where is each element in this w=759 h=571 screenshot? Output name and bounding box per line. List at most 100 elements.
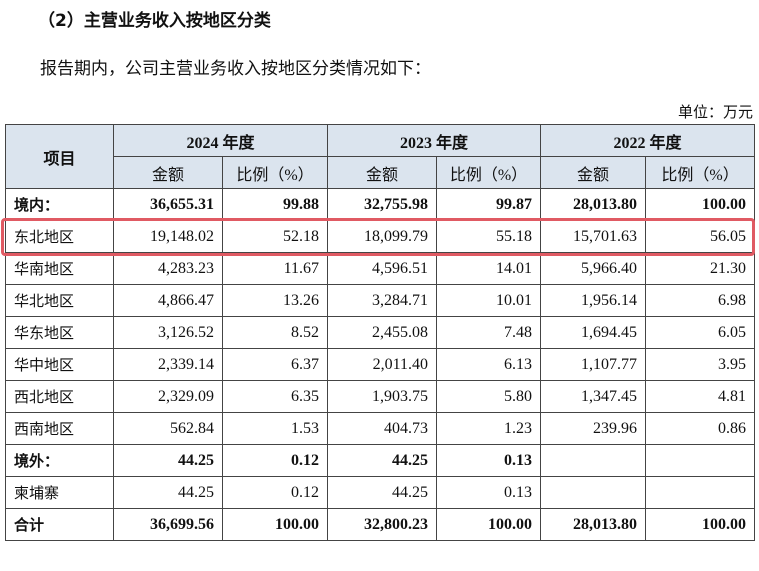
table-row: 东北地区 19,148.02 52.18 18,099.79 55.18 15,701.6…	[5, 220, 756, 253]
subheader-cell: 金额	[540, 156, 647, 189]
table-cell: 100.00	[645, 188, 756, 221]
table-cell: 55.18	[436, 220, 542, 253]
table-cell: 8.52	[221, 316, 329, 349]
table-cell: 6.13	[436, 348, 542, 381]
table-cell: 100.00	[645, 508, 756, 541]
unit-note: 单位：万元	[677, 103, 753, 121]
table-cell: 西北地区	[5, 380, 114, 413]
table-cell: 境内：	[5, 188, 114, 221]
table-cell: 1,956.14	[540, 284, 647, 317]
table-cell: 6.05	[645, 316, 756, 349]
table-cell: 99.88	[221, 188, 329, 221]
table-cell: 2,339.14	[113, 348, 223, 381]
table-cell: 6.37	[221, 348, 329, 381]
table-cell: 合计	[5, 508, 114, 541]
table-cell: 44.25	[113, 476, 223, 509]
table-cell: 4,866.47	[113, 284, 223, 317]
table-cell: 6.98	[645, 284, 756, 317]
table-cell: 华南地区	[5, 252, 114, 285]
table-cell: 2,329.09	[113, 380, 223, 413]
table-row: 境外： 44.25 0.12 44.25 0.13	[5, 444, 756, 477]
table-row: 华中地区 2,339.14 6.37 2,011.40 6.13 1,107.77 3.95	[5, 348, 756, 381]
subheader-cell: 比例（%）	[645, 156, 756, 189]
table-cell: 36,655.31	[113, 188, 223, 221]
table-cell: 东北地区	[5, 220, 114, 253]
table-cell: 4,596.51	[327, 252, 438, 285]
table-cell: 0.12	[221, 444, 329, 477]
table-cell	[645, 476, 756, 509]
table-cell: 18,099.79	[327, 220, 438, 253]
subheader-cell: 比例（%）	[221, 156, 329, 189]
table-cell: 华北地区	[5, 284, 114, 317]
table-cell: 32,800.23	[327, 508, 438, 541]
table-cell: 3,284.71	[327, 284, 438, 317]
table-cell: 99.87	[436, 188, 542, 221]
table-cell: 100.00	[436, 508, 542, 541]
table-cell: 21.30	[645, 252, 756, 285]
table-cell: 5,966.40	[540, 252, 647, 285]
table-cell: 0.13	[436, 476, 542, 509]
table-cell: 14.01	[436, 252, 542, 285]
header-cell: 2024 年度	[112, 124, 329, 157]
table-cell: 7.48	[436, 316, 542, 349]
table-row: 境内： 36,655.31 99.88 32,755.98 99.87 28,013.80…	[5, 188, 756, 221]
table-cell: 52.18	[221, 220, 329, 253]
table-cell: 239.96	[540, 412, 647, 445]
table-cell: 404.73	[327, 412, 438, 445]
table-row: 合计 36,699.56 100.00 32,800.23 100.00 28,013.8…	[5, 508, 756, 541]
table-cell: 19,148.02	[113, 220, 223, 253]
table-cell: 100.00	[221, 508, 329, 541]
table-cell: 13.26	[221, 284, 329, 317]
table-cell: 44.25	[113, 444, 223, 477]
table-cell: 36,699.56	[113, 508, 223, 541]
table-cell: 1.53	[221, 412, 329, 445]
table-cell: 1,107.77	[540, 348, 647, 381]
table-cell: 1,694.45	[540, 316, 647, 349]
table-cell: 15,701.63	[540, 220, 647, 253]
table-row: 华北地区 4,866.47 13.26 3,284.71 10.01 1,956.14 6.…	[5, 284, 756, 317]
table-cell: 2,011.40	[327, 348, 438, 381]
table-cell: 0.12	[221, 476, 329, 509]
table-row: 西南地区 562.84 1.53 404.73 1.23 239.96 0.86	[5, 412, 756, 445]
table-cell: 28,013.80	[540, 188, 647, 221]
header-cell: 2022 年度	[540, 124, 756, 157]
table-cell: 华东地区	[5, 316, 114, 349]
table-cell: 0.13	[436, 444, 542, 477]
table-cell: 3.95	[645, 348, 756, 381]
table-cell: 境外：	[5, 444, 114, 477]
table-cell: 44.25	[327, 476, 438, 509]
table-cell: 28,013.80	[540, 508, 647, 541]
table-cell: 44.25	[327, 444, 438, 477]
table-cell: 6.35	[221, 380, 329, 413]
table-row: 华南地区 4,283.23 11.67 4,596.51 14.01 5,966.40 21…	[5, 252, 756, 285]
table-cell: 11.67	[221, 252, 329, 285]
table-cell: 柬埔寨	[5, 476, 114, 509]
header-cell: 2023 年度	[327, 124, 542, 157]
table-cell: 1,903.75	[327, 380, 438, 413]
table-cell: 华中地区	[5, 348, 114, 381]
table-cell: 56.05	[645, 220, 756, 253]
table-cell	[645, 444, 756, 477]
table-row: 西北地区 2,329.09 6.35 1,903.75 5.80 1,347.45 4.81	[5, 380, 756, 413]
table-cell: 4.81	[645, 380, 756, 413]
heading: （2）主营业务收入按地区分类	[38, 11, 271, 31]
table-cell: 0.86	[645, 412, 756, 445]
header-cell: 项目	[5, 124, 114, 189]
subheader-cell: 金额	[113, 156, 223, 189]
table-cell: 2,455.08	[327, 316, 438, 349]
table-row: 柬埔寨 44.25 0.12 44.25 0.13	[5, 476, 756, 509]
table-cell: 10.01	[436, 284, 542, 317]
table-cell: 562.84	[113, 412, 223, 445]
table-cell: 3,126.52	[113, 316, 223, 349]
table-cell: 4,283.23	[113, 252, 223, 285]
table-cell: 5.80	[436, 380, 542, 413]
table-row: 华东地区 3,126.52 8.52 2,455.08 7.48 1,694.45 6.05	[5, 316, 756, 349]
subheader-cell: 比例（%）	[436, 156, 542, 189]
table: 项目 2024 年度 2023 年度 2022 年度 金额 比例（%） 金额 比例（%…	[5, 124, 756, 541]
subheader-cell: 金额	[327, 156, 438, 189]
table-cell	[540, 444, 647, 477]
table-cell: 32,755.98	[327, 188, 438, 221]
table-cell: 西南地区	[5, 412, 114, 445]
table-cell: 1,347.45	[540, 380, 647, 413]
